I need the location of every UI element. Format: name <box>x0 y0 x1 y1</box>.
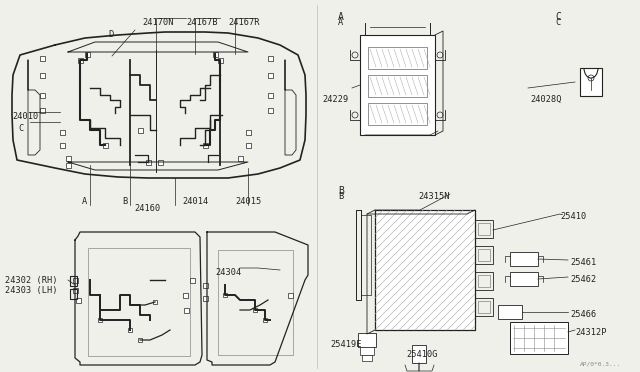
Text: 24167R: 24167R <box>228 18 259 27</box>
Bar <box>60 129 65 135</box>
Bar <box>268 55 273 61</box>
Bar <box>70 276 77 286</box>
Bar <box>189 278 195 282</box>
Text: B: B <box>338 186 344 196</box>
Bar <box>84 51 90 57</box>
Text: C: C <box>18 124 23 133</box>
Text: 24167B: 24167B <box>186 18 218 27</box>
Text: 24160: 24160 <box>134 204 160 213</box>
Bar <box>268 93 273 97</box>
Text: 24315N: 24315N <box>418 192 449 201</box>
Text: 24010: 24010 <box>12 112 38 121</box>
Bar <box>375 210 475 330</box>
Bar <box>362 355 372 361</box>
Bar <box>510 322 568 354</box>
Text: 24028Q: 24028Q <box>530 95 561 104</box>
Bar <box>368 75 427 97</box>
Bar <box>253 308 257 312</box>
Bar <box>360 35 435 135</box>
Text: A: A <box>82 197 87 206</box>
Bar <box>65 155 70 160</box>
Bar <box>246 129 250 135</box>
Bar <box>202 282 207 288</box>
Text: D: D <box>108 30 113 39</box>
Bar <box>65 163 70 167</box>
Bar <box>223 293 227 297</box>
Bar <box>138 128 143 132</box>
Bar <box>510 252 538 266</box>
Bar <box>475 272 493 290</box>
Bar <box>498 305 522 319</box>
Bar <box>212 51 218 57</box>
Bar <box>72 288 77 292</box>
Bar <box>358 333 376 347</box>
Bar <box>102 142 108 148</box>
Bar <box>138 338 142 342</box>
Text: B: B <box>338 192 343 201</box>
Text: 24304: 24304 <box>215 268 241 277</box>
Bar <box>475 220 493 238</box>
Text: B: B <box>122 197 127 206</box>
Text: 25419E: 25419E <box>330 340 362 349</box>
Bar <box>184 308 189 312</box>
Bar <box>88 248 190 356</box>
Text: 25461: 25461 <box>570 258 596 267</box>
Text: 25466: 25466 <box>570 310 596 319</box>
Bar <box>268 108 273 112</box>
Bar <box>237 155 243 160</box>
Bar <box>40 108 45 112</box>
Bar <box>72 278 77 282</box>
Bar <box>145 160 150 164</box>
Bar <box>40 55 45 61</box>
Text: 25462: 25462 <box>570 275 596 284</box>
Bar <box>246 142 250 148</box>
Bar <box>475 298 493 316</box>
Text: 24014: 24014 <box>182 197 208 206</box>
Bar <box>475 246 493 264</box>
Text: A: A <box>338 12 344 22</box>
Bar <box>368 47 427 69</box>
Text: 24312P: 24312P <box>575 328 607 337</box>
Bar <box>153 300 157 304</box>
Text: 24015: 24015 <box>235 197 261 206</box>
Text: 25410G: 25410G <box>406 350 438 359</box>
Text: C: C <box>555 18 560 27</box>
Bar <box>202 295 207 301</box>
Bar <box>60 142 65 148</box>
Bar <box>268 73 273 77</box>
Bar <box>368 103 427 125</box>
Text: 24229: 24229 <box>322 95 348 104</box>
Bar <box>478 275 490 287</box>
Bar <box>128 328 132 332</box>
Bar <box>77 58 83 62</box>
Bar <box>157 160 163 164</box>
Bar <box>412 345 426 363</box>
Bar <box>478 301 490 313</box>
Bar <box>182 292 188 298</box>
Bar <box>76 298 81 302</box>
Bar <box>580 68 602 96</box>
Bar <box>510 272 538 286</box>
Bar <box>360 347 374 355</box>
Bar <box>40 93 45 97</box>
Bar <box>218 58 223 62</box>
Bar <box>40 73 45 77</box>
Bar <box>98 318 102 322</box>
Bar <box>263 318 267 322</box>
Bar <box>478 249 490 261</box>
Text: AP/0*0.3...: AP/0*0.3... <box>580 362 621 367</box>
Bar <box>287 292 292 298</box>
Text: 24170N: 24170N <box>142 18 173 27</box>
Text: A: A <box>338 18 343 27</box>
Bar <box>202 142 207 148</box>
Text: C: C <box>555 12 561 22</box>
Text: 24302 (RH): 24302 (RH) <box>5 276 58 285</box>
Text: 25410: 25410 <box>560 212 586 221</box>
Bar <box>218 250 293 355</box>
Bar <box>478 223 490 235</box>
Text: 24303 (LH): 24303 (LH) <box>5 286 58 295</box>
Bar <box>70 289 77 299</box>
